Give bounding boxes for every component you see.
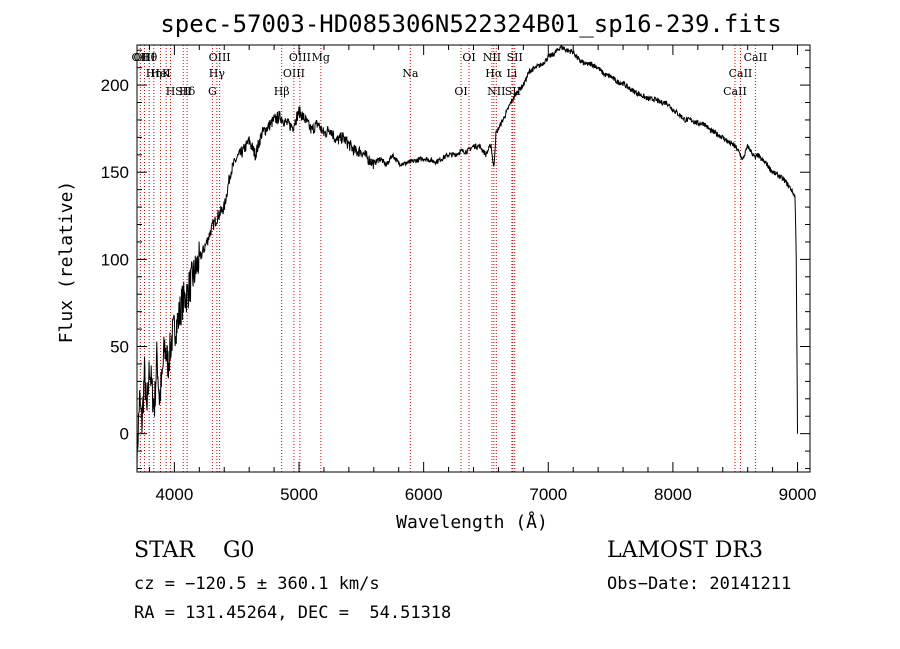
chart-title: spec-57003-HD085306N522324B01_sp16-239.f… bbox=[160, 10, 781, 38]
axis-ticks: 4000 5000 6000 7000 8000 9000 0 50 100 150 200 bbox=[101, 45, 817, 504]
y-axis-label: Flux (relative) bbox=[56, 181, 77, 344]
y-tick-label: 50 bbox=[110, 338, 129, 357]
spectral-line-label: OIII bbox=[133, 51, 155, 64]
spectral-line-label: SII bbox=[175, 85, 191, 98]
y-tick-label: 200 bbox=[101, 76, 129, 95]
spectrum-line bbox=[136, 45, 798, 473]
x-axis-label: Wavelength (Å) bbox=[396, 511, 548, 533]
observation-date: Obs−Date: 20141211 bbox=[607, 574, 792, 594]
spectral-line-label: K bbox=[162, 67, 171, 80]
spectral-line-label: SII bbox=[507, 51, 523, 64]
redshift-cz: cz = −120.5 ± 360.1 km/s bbox=[134, 574, 380, 594]
spectral-line-label: Li bbox=[506, 67, 517, 80]
y-tick-label: 150 bbox=[101, 163, 129, 182]
survey-name: LAMOST DR3 bbox=[607, 538, 763, 563]
spectral-line-label: G bbox=[208, 85, 217, 98]
spectral-line-label: Hγ bbox=[209, 67, 226, 80]
x-tick-label: 4000 bbox=[155, 485, 193, 504]
spectral-class: STAR G0 bbox=[134, 538, 255, 563]
plot-frame bbox=[136, 44, 811, 473]
spectral-line-label: OI bbox=[462, 51, 475, 64]
spectral-line-label: Hη bbox=[146, 67, 162, 80]
spectral-line-label: HeI bbox=[150, 67, 170, 80]
spectral-line-label: H bbox=[166, 85, 176, 98]
spectral-line-label: CaII bbox=[729, 67, 753, 80]
spectral-line-label: Hθ bbox=[141, 51, 158, 64]
spectral-line-label: Hδ bbox=[179, 85, 196, 98]
spectral-line-label: NII bbox=[487, 85, 505, 98]
spectral-line-label: CaII bbox=[723, 85, 747, 98]
spectral-line-label: Na bbox=[402, 67, 419, 80]
x-tick-label: 6000 bbox=[405, 485, 443, 504]
spectral-line-label: OIII bbox=[283, 67, 305, 80]
x-tick-label: 8000 bbox=[654, 485, 692, 504]
spectral-line-label: OI bbox=[454, 85, 467, 98]
y-tick-label: 0 bbox=[120, 425, 129, 444]
spectral-line-markers bbox=[139, 45, 756, 472]
spectral-line-label: Hα bbox=[485, 67, 503, 80]
ra-dec: RA = 131.45264, DEC = 54.51318 bbox=[134, 603, 452, 623]
y-tick-label: 100 bbox=[101, 250, 129, 269]
spectral-line-label: Mg bbox=[312, 51, 330, 64]
x-tick-label: 7000 bbox=[529, 485, 567, 504]
spectral-line-label: OIII bbox=[209, 51, 231, 64]
x-tick-label: 9000 bbox=[779, 485, 817, 504]
x-tick-label: 5000 bbox=[280, 485, 318, 504]
spectral-line-label: OIII bbox=[289, 51, 311, 64]
spectral-line-label: NII bbox=[483, 51, 501, 64]
spectral-line-label: Hβ bbox=[274, 85, 290, 98]
spectral-line-label: CaII bbox=[744, 51, 768, 64]
spectral-line-label: OII bbox=[132, 51, 150, 64]
